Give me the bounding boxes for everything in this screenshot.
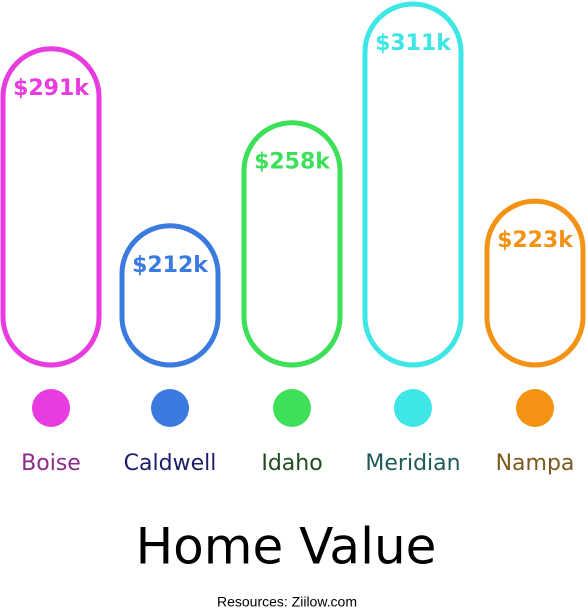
value-label: $223k <box>497 228 574 253</box>
legend-dot <box>32 389 70 427</box>
category-label: Caldwell <box>124 451 217 476</box>
category-label: Idaho <box>261 451 322 476</box>
bar <box>484 198 586 368</box>
category-label: Nampa <box>496 451 575 476</box>
legend-dot <box>151 389 189 427</box>
source-note: Resources: Ziilow.com <box>217 594 357 610</box>
category-label: Boise <box>21 451 81 476</box>
bar <box>0 46 102 368</box>
value-label: $311k <box>375 31 452 56</box>
bar <box>119 223 221 368</box>
value-label: $258k <box>254 150 331 175</box>
legend-dot <box>516 389 554 427</box>
bar <box>241 120 343 368</box>
value-label: $212k <box>132 253 209 278</box>
bar <box>362 1 464 368</box>
legend-dot <box>394 389 432 427</box>
chart-title: Home Value <box>136 518 437 576</box>
value-label: $291k <box>13 76 90 101</box>
legend-dot <box>273 389 311 427</box>
category-label: Meridian <box>365 451 460 476</box>
